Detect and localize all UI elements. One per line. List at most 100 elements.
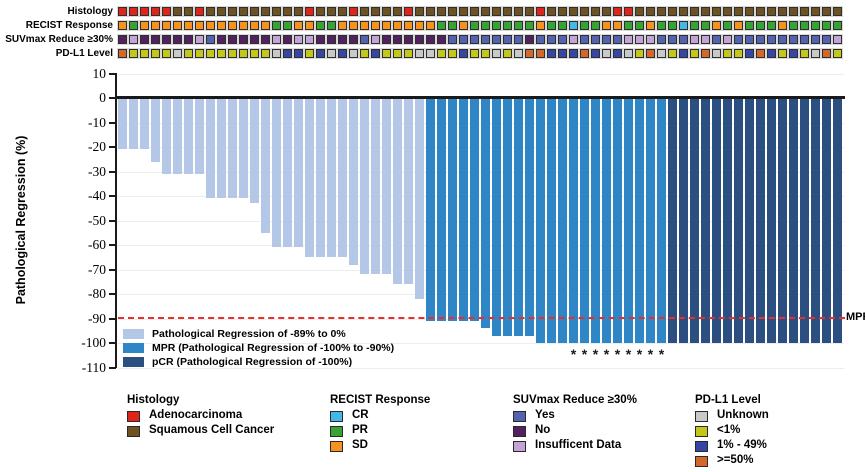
y-tick-label: -110 — [81, 359, 106, 375]
y-tick-label: -60 — [88, 237, 106, 252]
legend-swatch — [513, 441, 526, 452]
suvmax-cell — [139, 34, 150, 45]
suvmax-cell — [579, 34, 590, 45]
histology-cell — [733, 6, 744, 17]
suvmax-cell — [601, 34, 612, 45]
histology-cell — [326, 6, 337, 17]
recist-cell — [557, 20, 568, 31]
y-tick-label: 0 — [99, 90, 106, 105]
regression-bar — [173, 99, 182, 174]
legend-swatch — [330, 426, 343, 437]
regression-bar — [338, 99, 347, 258]
suvmax-cell — [777, 34, 788, 45]
histology-cell — [755, 6, 766, 17]
y-tick-mark — [109, 219, 116, 222]
mpr-threshold-label: MPR — [846, 311, 865, 323]
pdl1-cell — [458, 48, 469, 59]
histology-cell — [447, 6, 458, 17]
regression-bar — [195, 99, 204, 174]
suvmax-cell — [480, 34, 491, 45]
histology-cell — [183, 6, 194, 17]
asterisk-marker: * — [592, 346, 599, 362]
histology-cell — [535, 6, 546, 17]
suvmax-cell — [249, 34, 260, 45]
histology-cell — [700, 6, 711, 17]
pdl1-cell — [788, 48, 799, 59]
histology-cell — [612, 6, 623, 17]
recist-cell — [403, 20, 414, 31]
inplot-legend-label: pCR (Pathological Regression of -100%) — [152, 356, 353, 368]
recist-cell — [425, 20, 436, 31]
pdl1-cell — [150, 48, 161, 59]
recist-cell — [491, 20, 502, 31]
legend-item-label: CR — [352, 409, 369, 421]
histology-cell — [689, 6, 700, 17]
histology-cell — [656, 6, 667, 17]
recist-cell — [414, 20, 425, 31]
recist-cell — [788, 20, 799, 31]
pdl1-cell — [117, 48, 128, 59]
y-tick-mark — [109, 268, 116, 271]
pdl1-cell — [832, 48, 843, 59]
pdl1-cell — [535, 48, 546, 59]
recist-cell — [678, 20, 689, 31]
recist-cell — [348, 20, 359, 31]
histology-cell — [238, 6, 249, 17]
recist-cell — [304, 20, 315, 31]
suvmax-cell — [150, 34, 161, 45]
suvmax-cell — [128, 34, 139, 45]
histology-cell — [337, 6, 348, 17]
regression-bar — [613, 99, 622, 343]
y-tick-label: -80 — [88, 286, 106, 301]
regression-bar — [404, 99, 413, 285]
suvmax-cell — [535, 34, 546, 45]
asterisk-marker: * — [614, 346, 621, 362]
histology-cell — [711, 6, 722, 17]
recist-cell — [755, 20, 766, 31]
regression-bar — [514, 99, 523, 336]
legend-swatch — [695, 411, 708, 422]
legend-swatch — [513, 411, 526, 422]
recist-cell — [282, 20, 293, 31]
y-tick-mark — [109, 97, 116, 99]
pdl1-cell — [392, 48, 403, 59]
recist-cell — [535, 20, 546, 31]
regression-bar — [272, 99, 281, 248]
recist-cell — [205, 20, 216, 31]
suvmax-cell — [282, 34, 293, 45]
inplot-legend-swatch — [123, 357, 144, 367]
histology-cell — [546, 6, 557, 17]
recist-cell — [447, 20, 458, 31]
track-label-histology: Histology — [67, 6, 113, 17]
regression-bar — [745, 99, 754, 343]
regression-bar — [393, 99, 402, 285]
pdl1-cell — [810, 48, 821, 59]
suvmax-cell — [447, 34, 458, 45]
pdl1-cell — [623, 48, 634, 59]
mpr-threshold-line — [118, 317, 845, 319]
histology-cell — [799, 6, 810, 17]
suvmax-cell — [568, 34, 579, 45]
suvmax-cell — [161, 34, 172, 45]
suvmax-cell — [678, 34, 689, 45]
gridline — [118, 367, 844, 369]
recist-cell — [766, 20, 777, 31]
regression-bar — [800, 99, 809, 343]
suvmax-cell — [227, 34, 238, 45]
histology-cell — [766, 6, 777, 17]
suvmax-cell — [392, 34, 403, 45]
suvmax-cell — [271, 34, 282, 45]
histology-cell — [634, 6, 645, 17]
regression-bar — [789, 99, 798, 343]
suvmax-cell — [667, 34, 678, 45]
histology-cell — [469, 6, 480, 17]
histology-cell — [821, 6, 832, 17]
regression-bar — [426, 99, 435, 321]
legend-group-title: RECIST Response — [330, 394, 431, 406]
histology-cell — [304, 6, 315, 17]
recist-cell — [744, 20, 755, 31]
recist-cell — [667, 20, 678, 31]
pdl1-cell — [337, 48, 348, 59]
histology-cell — [436, 6, 447, 17]
suvmax-cell — [205, 34, 216, 45]
